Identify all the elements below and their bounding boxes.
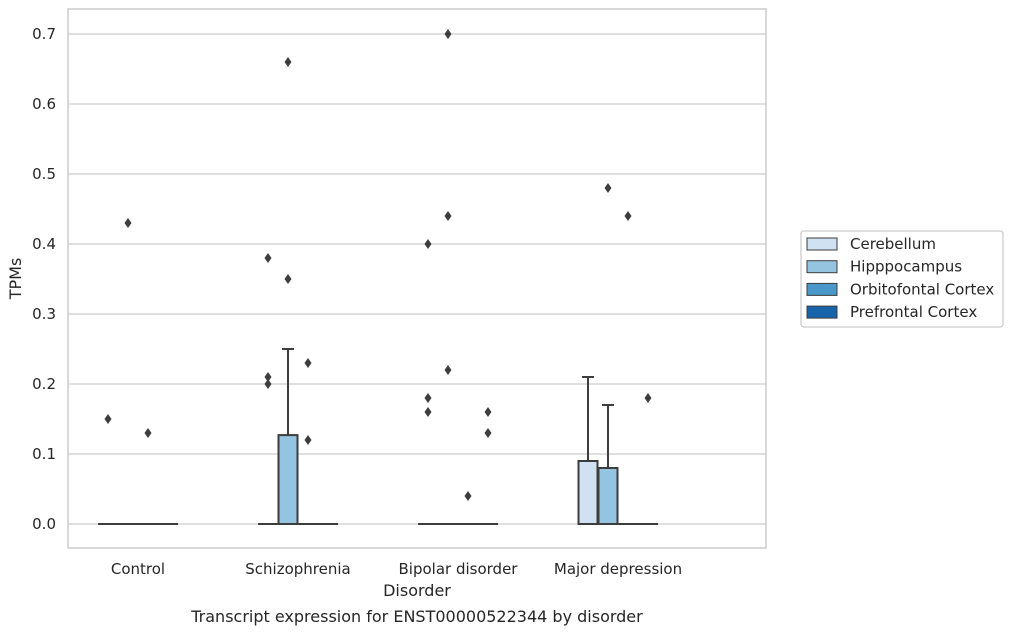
y-tick-label: 0.6: [32, 95, 56, 113]
box-hipppocampus: [597, 183, 619, 525]
outlier-point: [484, 407, 492, 417]
x-tick-label: Control: [111, 560, 165, 578]
y-axis-ticks: 0.0 0.1 0.2 0.3 0.4 0.5 0.6 0.7: [32, 25, 56, 533]
legend-label: Hipppocampus: [850, 258, 962, 276]
legend-swatch: [806, 260, 838, 274]
chart-caption: Transcript expression for ENST0000052234…: [190, 607, 643, 626]
outlier-point: [264, 379, 272, 389]
x-tick-label: Major depression: [554, 560, 682, 578]
x-axis-ticks: Control Schizophrenia Bipolar disorder Majo…: [111, 560, 682, 578]
outlier-point: [424, 239, 432, 249]
legend: Cerebellum Hipppocampus Orbitofontal Corte…: [800, 230, 1004, 328]
y-tick-label: 0.4: [32, 235, 56, 253]
legend-swatch: [806, 282, 838, 296]
grid-lines: [68, 33, 766, 525]
box-cerebellum: [258, 253, 278, 525]
y-tick-label: 0.0: [32, 515, 56, 533]
box-prefrontal-cortex: [638, 393, 658, 525]
legend-label: Cerebellum: [850, 235, 936, 253]
outlier-point: [304, 358, 312, 368]
box-cerebellum: [418, 239, 438, 525]
box-body: [277, 434, 299, 526]
box-cerebellum: [577, 376, 599, 525]
plot-frame: [67, 8, 767, 549]
box-hipppocampus: [118, 218, 138, 525]
box-body: [577, 460, 599, 525]
outlier-point: [444, 365, 452, 375]
box-hipppocampus: [277, 57, 299, 526]
y-tick-label: 0.3: [32, 305, 56, 323]
box-prefrontal-cortex: [478, 407, 498, 525]
x-tick-label: Bipolar disorder: [399, 560, 519, 578]
legend-label: Prefrontal Cortex: [850, 303, 977, 321]
outlier-point: [444, 29, 452, 39]
outlier-point: [624, 211, 632, 221]
box-orbitofontal-cortex: [618, 211, 638, 525]
outlier-point: [104, 414, 112, 424]
outlier-point: [124, 218, 132, 228]
y-tick-label: 0.5: [32, 165, 56, 183]
y-tick-label: 0.7: [32, 25, 56, 43]
outlier-point: [424, 407, 432, 417]
outlier-point: [444, 211, 452, 221]
box-cerebellum: [98, 414, 118, 525]
box-orbitofontal-cortex: [138, 428, 158, 525]
outlier-point: [464, 491, 472, 501]
legend-label: Orbitofontal Cortex: [850, 280, 994, 298]
legend-frame: [800, 230, 1004, 328]
y-axis-title: TPMs: [6, 258, 25, 301]
y-tick-label: 0.2: [32, 375, 56, 393]
outlier-point: [264, 253, 272, 263]
outlier-point: [644, 393, 652, 403]
outlier-point: [424, 393, 432, 403]
outlier-point: [484, 428, 492, 438]
box-plot-area: [98, 29, 658, 526]
box-body: [597, 467, 619, 525]
box-orbitofontal-cortex: [298, 358, 318, 525]
box-orbitofontal-cortex: [458, 491, 478, 525]
outlier-point: [264, 372, 272, 382]
outlier-point: [604, 183, 612, 193]
x-axis-title: Disorder: [383, 581, 451, 600]
x-tick-label: Schizophrenia: [245, 560, 350, 578]
outlier-point: [284, 57, 292, 67]
outlier-point: [284, 274, 292, 284]
legend-swatch: [806, 237, 838, 251]
legend-swatch: [806, 305, 838, 319]
outlier-point: [304, 435, 312, 445]
outlier-point: [144, 428, 152, 438]
box-hipppocampus: [438, 29, 458, 525]
y-tick-label: 0.1: [32, 445, 56, 463]
